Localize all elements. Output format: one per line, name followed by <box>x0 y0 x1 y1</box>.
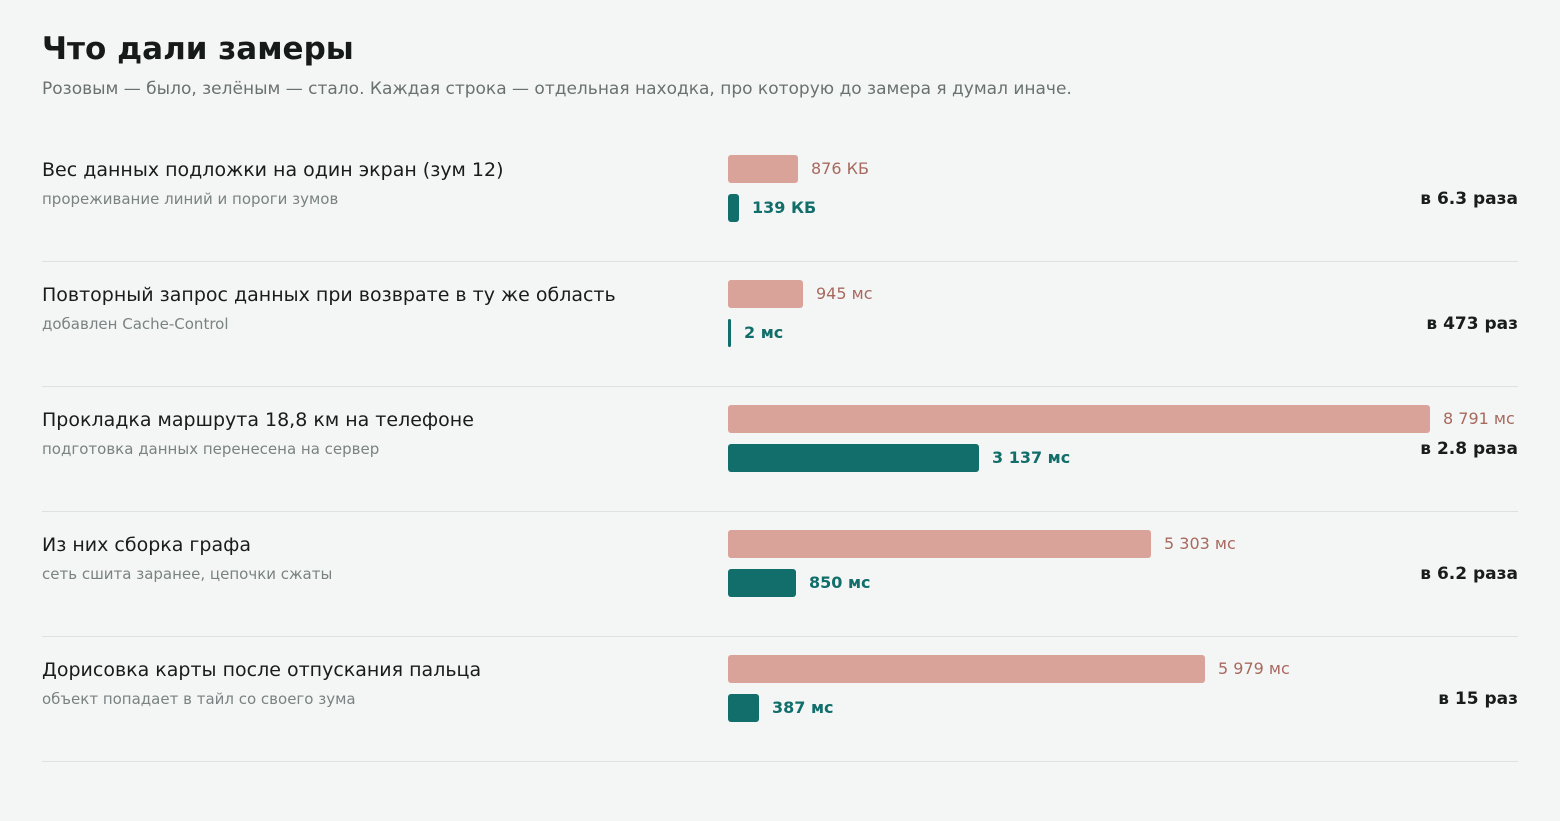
finding-title: Дорисовка карты после отпускания пальца <box>42 659 482 681</box>
after-value-label: 139 КБ <box>752 198 817 217</box>
finding-title: Повторный запрос данных при возврате в т… <box>42 284 616 306</box>
findings-list: Вес данных подложки на один экран (зум 1… <box>42 137 1518 762</box>
improvement-ratio: в 473 раз <box>1426 314 1518 334</box>
finding-row: Вес данных подложки на один экран (зум 1… <box>42 137 1518 262</box>
after-value-label: 3 137 мс <box>992 448 1071 467</box>
before-value-label: 5 979 мс <box>1218 659 1290 678</box>
after-value-label: 387 мс <box>772 698 834 717</box>
after-bar <box>728 319 731 347</box>
finding-row: Прокладка маршрута 18,8 км на телефоне по… <box>42 387 1518 512</box>
before-bar <box>728 530 1151 558</box>
before-bar <box>728 280 803 308</box>
before-value-label: 5 303 мс <box>1164 534 1236 553</box>
finding-row: Из них сборка графа сеть сшита заранее, ц… <box>42 512 1518 637</box>
page-title: Что дали замеры <box>42 31 354 67</box>
after-value-label: 850 мс <box>809 573 871 592</box>
bar-area: 876 КБ 139 КБ в 6.3 раза <box>728 137 1518 261</box>
after-bar <box>728 694 759 722</box>
finding-note: добавлен Cache-Control <box>42 315 229 333</box>
before-value-label: 8 791 мс <box>1443 409 1515 428</box>
bar-area: 8 791 мс 3 137 мс в 2.8 раза <box>728 387 1518 511</box>
improvement-ratio: в 2.8 раза <box>1420 439 1518 459</box>
before-bar <box>728 155 798 183</box>
after-bar <box>728 444 979 472</box>
improvement-ratio: в 6.2 раза <box>1420 564 1518 584</box>
finding-title: Прокладка маршрута 18,8 км на телефоне <box>42 409 474 431</box>
after-bar <box>728 569 796 597</box>
finding-note: сеть сшита заранее, цепочки сжаты <box>42 565 333 583</box>
finding-title: Из них сборка графа <box>42 534 251 556</box>
bar-area: 5 303 мс 850 мс в 6.2 раза <box>728 512 1518 636</box>
finding-title: Вес данных подложки на один экран (зум 1… <box>42 159 504 181</box>
page-subtitle: Розовым — было, зелёным — стало. Каждая … <box>42 79 1072 99</box>
bar-area: 5 979 мс 387 мс в 15 раз <box>728 637 1518 761</box>
finding-note: подготовка данных перенесена на сервер <box>42 440 380 458</box>
after-bar <box>728 194 739 222</box>
before-bar <box>728 655 1205 683</box>
finding-row: Повторный запрос данных при возврате в т… <box>42 262 1518 387</box>
finding-note: объект попадает в тайл со своего зума <box>42 690 356 708</box>
before-bar <box>728 405 1430 433</box>
after-value-label: 2 мс <box>744 323 784 342</box>
improvement-ratio: в 15 раз <box>1438 689 1518 709</box>
before-value-label: 876 КБ <box>811 159 869 178</box>
finding-row: Дорисовка карты после отпускания пальца о… <box>42 637 1518 762</box>
bar-area: 945 мс 2 мс в 473 раз <box>728 262 1518 386</box>
before-value-label: 945 мс <box>816 284 873 303</box>
finding-note: прореживание линий и пороги зумов <box>42 190 339 208</box>
improvement-ratio: в 6.3 раза <box>1420 189 1518 209</box>
findings-panel: Что дали замеры Розовым — было, зелёным … <box>42 30 1518 762</box>
